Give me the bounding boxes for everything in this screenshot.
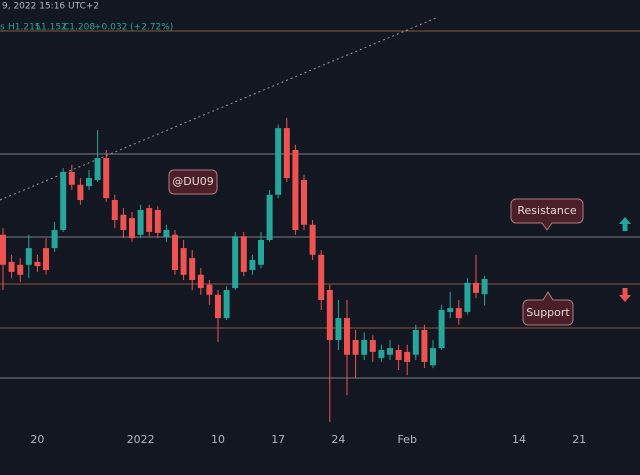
candle-body [318, 254, 325, 300]
candle-body [395, 350, 402, 360]
annotations: @DU09 Resistance Support [168, 169, 631, 326]
candle-body [111, 200, 118, 220]
candle-body [34, 261, 41, 267]
candle-body [60, 171, 67, 230]
candle-body [43, 248, 49, 270]
candle-body [94, 158, 101, 180]
candle-body [455, 308, 462, 319]
candle-body [25, 248, 32, 265]
candle-body [421, 330, 428, 362]
candle-body [464, 282, 471, 312]
candle-body [481, 279, 488, 295]
header-close: C1.208 [63, 23, 95, 33]
note-box [510, 198, 584, 231]
candle-body [0, 234, 6, 265]
x-tick-label: 17 [271, 433, 285, 446]
candle-body [240, 236, 247, 272]
note-box [168, 169, 218, 195]
candle-body [120, 214, 127, 230]
candle-body [378, 350, 385, 359]
candle-body [180, 248, 187, 275]
candles [0, 118, 488, 422]
x-tick-label: 10 [211, 433, 225, 446]
candle-body [17, 264, 24, 275]
header-prefix: s [0, 23, 5, 33]
header-high: H1.215 [8, 23, 41, 33]
candle-body [473, 282, 479, 293]
candle-body [387, 348, 393, 355]
header-change: +0.032 (+2.72%) [94, 23, 173, 33]
candle-body [103, 158, 110, 199]
x-tick-label: 24 [331, 433, 345, 446]
note-text: Support [526, 306, 570, 319]
candle-body [283, 128, 290, 179]
candle-body [266, 194, 273, 240]
candle-body [86, 178, 92, 187]
candle-body [309, 224, 316, 255]
candle-body [404, 351, 411, 362]
candle-body [154, 210, 161, 233]
up-arrow [619, 217, 631, 231]
candle-body [172, 234, 178, 270]
candle-body [369, 340, 376, 352]
candle-body [412, 330, 419, 355]
candle-body [206, 284, 213, 295]
candle-body [163, 230, 170, 238]
candle-body [77, 184, 84, 200]
candle-body [129, 218, 135, 239]
candle-body [430, 348, 436, 366]
candle-body [197, 274, 204, 289]
x-tick-label: 14 [512, 433, 526, 446]
x-tick-label: 21 [572, 433, 586, 446]
candle-body [68, 171, 75, 185]
candle-body [249, 260, 256, 270]
candle-body [275, 128, 282, 195]
header-date: 9, 2022 15:16 UTC+2 [2, 2, 99, 12]
candle-body [51, 230, 58, 249]
candle-body [8, 261, 15, 272]
candle-body [447, 308, 454, 312]
candle-body [137, 210, 144, 235]
candle-body [301, 180, 307, 225]
candle-body [352, 340, 359, 355]
header-low: L1.152 [36, 23, 67, 33]
candle-body [146, 208, 153, 232]
candle-body [438, 310, 445, 349]
trend-line [0, 17, 437, 201]
candle-body [258, 240, 264, 265]
x-tick-label: 2022 [127, 433, 155, 446]
down-arrow [619, 288, 631, 302]
candle-body [232, 236, 239, 289]
note-text: @DU09 [172, 175, 214, 188]
candle-body [215, 294, 221, 319]
note-text: Resistance [517, 204, 577, 217]
candle-body [335, 318, 342, 340]
candle-body [361, 340, 368, 355]
x-tick-label: Feb [397, 433, 416, 446]
candle-body [223, 290, 230, 319]
note-box [522, 291, 574, 326]
candle-body [344, 318, 350, 355]
candle-body [189, 258, 196, 280]
candle-body [326, 290, 333, 340]
x-tick-label: 20 [30, 433, 44, 446]
candle-body [292, 150, 299, 230]
